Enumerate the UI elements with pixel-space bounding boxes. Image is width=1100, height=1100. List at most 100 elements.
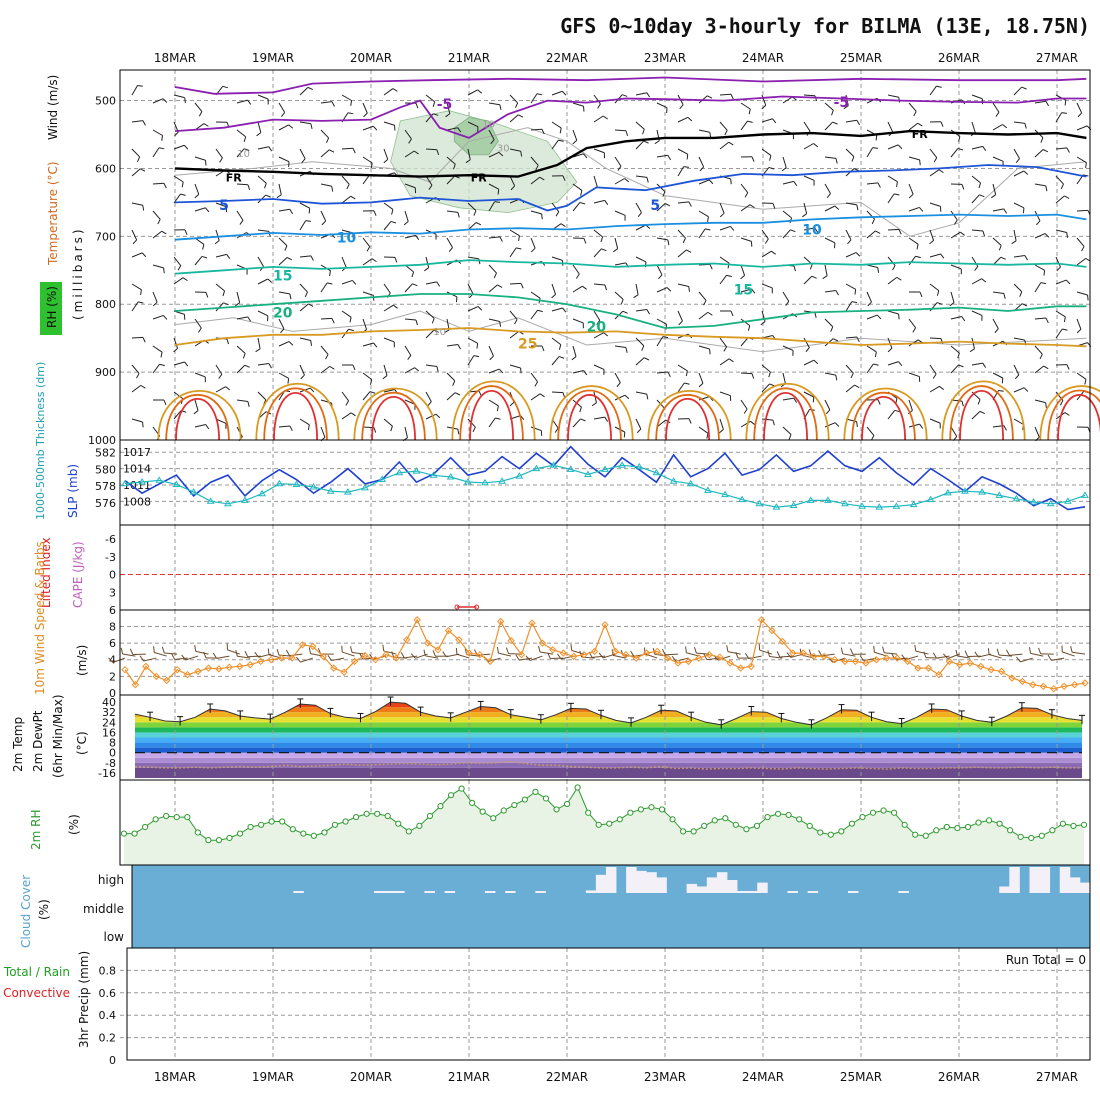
boundary-isotherm	[459, 385, 524, 441]
wind10-point	[757, 616, 766, 624]
wind10-barb	[410, 653, 428, 659]
wind-barb-flag	[764, 238, 769, 244]
wind-barb-staff	[236, 210, 244, 221]
wind-barb-flag	[625, 347, 628, 353]
wind-barb-staff	[929, 283, 940, 292]
wind10-point	[862, 659, 870, 667]
wind-barb-flag	[747, 120, 753, 123]
wind-barb-flag	[1040, 137, 1044, 143]
lifted-tick-label: -6	[105, 533, 116, 546]
thickness-point	[686, 479, 695, 487]
rh2m-area	[124, 787, 1084, 865]
wind-barb-staff	[929, 253, 941, 258]
wind-barb	[299, 283, 308, 298]
contour-label: 15	[273, 269, 292, 285]
wind-barb-flag	[433, 113, 439, 116]
wind-barb-staff	[236, 183, 249, 186]
wind-barb-staff	[1034, 399, 1046, 404]
wind-barb-flag	[1003, 208, 1008, 214]
wind-barb-staff	[824, 237, 836, 244]
wind-barb-flag	[247, 316, 252, 322]
temp-band	[135, 757, 1082, 763]
high-cloud-gap	[424, 891, 435, 893]
wind-barb	[299, 337, 313, 346]
wind-barb	[404, 264, 415, 278]
rh2m-point	[701, 822, 708, 829]
wind-barb-flag	[305, 220, 312, 222]
isotherm--10	[174, 76, 1087, 95]
thickness-point	[258, 489, 266, 497]
wind-barb	[551, 256, 564, 266]
wind-barb-staff	[908, 399, 913, 411]
wind-barb-flag	[281, 112, 286, 117]
wind-barb	[929, 202, 942, 212]
rh-axis-label: RH (%)	[45, 286, 59, 328]
wind-barb-flag	[678, 320, 683, 326]
wind10-tick-label: 0	[109, 687, 116, 700]
wind-barb	[257, 146, 273, 152]
wind-barb-staff	[866, 230, 876, 239]
wind-barb-flag	[718, 429, 724, 434]
wind-barb	[719, 256, 730, 269]
wind-barb-flag	[138, 301, 144, 304]
wind10-barb-flag	[341, 645, 343, 653]
wind-barb-staff	[509, 364, 521, 369]
wind-barb-staff	[845, 252, 857, 258]
wind-barb-staff	[131, 202, 143, 206]
wind-barb-staff	[509, 282, 522, 285]
wind-barb-flag	[730, 178, 732, 185]
rh2m-point	[1038, 832, 1045, 839]
wind-barb-staff	[950, 426, 958, 437]
wind-barb-staff	[635, 256, 647, 263]
wind-barb	[572, 183, 583, 196]
wind-barb-flag	[219, 157, 223, 163]
wind10-barb-flag	[505, 647, 510, 654]
date-label-bottom: 25MAR	[840, 1070, 882, 1084]
wind-barb-flag	[897, 144, 903, 150]
wind-barb-flag	[140, 168, 146, 172]
wind-barb-flag	[624, 178, 630, 183]
wind-barb	[845, 168, 860, 177]
wind-barb-flag	[724, 130, 728, 136]
wind-barb-flag	[740, 275, 745, 280]
wind10-barb-staff	[686, 652, 700, 657]
wind-barb-flag	[641, 345, 645, 351]
wind-barb	[593, 364, 605, 375]
wind10-barb-flag	[882, 646, 885, 653]
wind-barb	[909, 291, 923, 298]
wind-barb-flag	[514, 102, 519, 108]
wind-barb	[152, 147, 165, 158]
wind-barb	[509, 310, 518, 325]
wind-barb-flag	[307, 86, 313, 91]
wind-barb	[551, 175, 566, 181]
thickness-point	[121, 479, 129, 487]
thickness-point	[738, 495, 746, 503]
wind-barb	[719, 141, 734, 150]
wind-barb-staff	[950, 264, 962, 270]
temp-band	[135, 737, 1082, 743]
wind-barb	[929, 253, 945, 259]
temp2m-tick-label: -16	[98, 767, 116, 780]
wind-barb-flag	[182, 277, 188, 282]
wind-barb-flag	[728, 141, 734, 146]
wind-barb	[740, 399, 748, 414]
date-label-bottom: 21MAR	[448, 1070, 490, 1084]
wind-barb	[236, 183, 251, 190]
wind-barb-staff	[866, 426, 875, 436]
wind-barb-flag	[936, 290, 940, 296]
wind-barb-staff	[215, 202, 227, 208]
rh2m-point	[785, 811, 792, 819]
wind-barb	[677, 418, 692, 424]
isotherm-FR	[174, 129, 1087, 178]
wind-barb	[152, 182, 167, 189]
wind-barb-staff	[719, 225, 731, 231]
wind-barb-flag	[551, 294, 556, 299]
wind-barb	[362, 125, 378, 131]
wind-barb	[425, 391, 432, 407]
wind-barb-flag	[348, 328, 354, 332]
boundary-isotherm	[655, 394, 720, 441]
wind-barb-flag	[159, 363, 165, 367]
wind-barb	[1034, 100, 1050, 107]
wind-barb-staff	[194, 399, 199, 411]
wind-barb-flag	[834, 422, 840, 427]
